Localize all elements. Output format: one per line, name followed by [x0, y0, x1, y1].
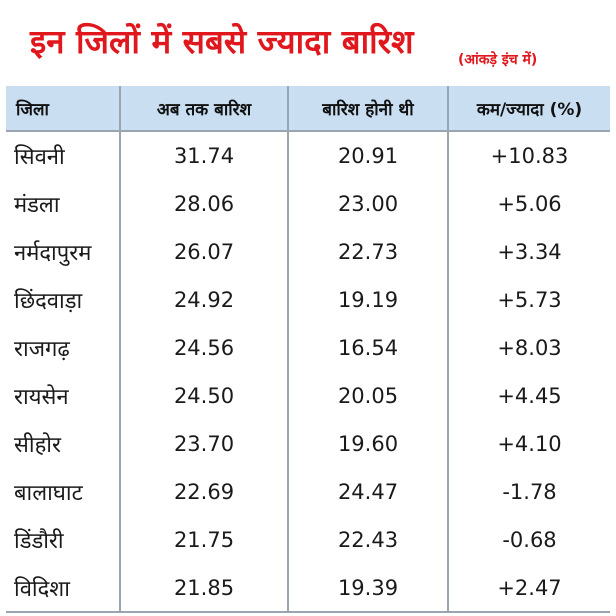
difference-cell: +5.73: [497, 287, 562, 312]
table-row: रायसेन 24.50 20.05 +4.45: [6, 371, 610, 420]
rain-so-far-cell: 22.69: [120, 467, 289, 516]
table-row: नर्मदापुरम 26.07 22.73 +3.34: [6, 228, 610, 276]
table-row: छिंदवाड़ा 24.92 19.19 +5.73: [6, 275, 610, 324]
rain-expected-cell: 19.39: [288, 563, 449, 612]
table-row: डिंडौरी 21.75 22.43 -0.68: [6, 515, 610, 564]
table-row: राजगढ़ 24.56 16.54 +8.03: [6, 323, 610, 372]
units-note: (आंकड़े इंच में): [458, 52, 538, 68]
rain-so-far-cell: 21.75: [120, 515, 289, 564]
rainfall-table: जिला अब तक बारिश बारिश होनी थी कम/ज्यादा…: [6, 86, 610, 612]
district-cell: सीहोर: [6, 419, 121, 468]
rain-expected-cell: 20.91: [288, 131, 449, 181]
difference-cell: -0.68: [502, 527, 557, 552]
rain-so-far-cell: 21.85: [120, 563, 289, 612]
difference-cell: +4.45: [497, 383, 562, 408]
difference-cell: +8.03: [497, 335, 562, 360]
rain-so-far-cell: 23.70: [120, 419, 289, 468]
table-body: सिवनी 31.74 20.91 +10.83 मंडला 28.06 23.…: [6, 131, 610, 612]
rain-so-far-cell: 28.06: [120, 180, 289, 228]
district-cell: छिंदवाड़ा: [6, 275, 121, 324]
table-row: विदिशा 21.85 19.39 +2.47: [6, 563, 610, 612]
district-cell: रायसेन: [6, 371, 121, 420]
table-row: बालाघाट 22.69 24.47 -1.78: [6, 467, 610, 516]
rain-expected-cell: 22.73: [288, 228, 449, 276]
table-bottom-border: [6, 611, 610, 613]
district-cell: राजगढ़: [6, 323, 121, 372]
title-row: इन जिलों में सबसे ज्यादा बारिश (आंकड़े इ…: [0, 0, 616, 84]
rain-expected-cell: 22.43: [288, 515, 449, 564]
district-cell: बालाघाट: [6, 467, 121, 516]
district-cell: डिंडौरी: [6, 515, 121, 564]
difference-cell: +4.10: [497, 431, 562, 456]
rain-expected-cell: 16.54: [288, 323, 449, 372]
rain-expected-cell: 20.05: [288, 371, 449, 420]
rain-so-far-cell: 24.92: [120, 275, 289, 324]
header-difference: कम/ज्यादा (%): [448, 86, 610, 132]
header-rain-expected: बारिश होनी थी: [288, 86, 449, 132]
difference-cell: +5.06: [497, 192, 562, 216]
difference-cell: +3.34: [497, 239, 562, 264]
rain-expected-cell: 19.60: [288, 419, 449, 468]
header-district: जिला: [6, 86, 121, 132]
district-cell: नर्मदापुरम: [6, 228, 121, 276]
table-header-row: जिला अब तक बारिश बारिश होनी थी कम/ज्यादा…: [6, 86, 610, 132]
rain-so-far-cell: 31.74: [120, 131, 289, 181]
rain-so-far-cell: 26.07: [120, 228, 289, 276]
rain-expected-cell: 23.00: [288, 180, 449, 228]
rain-so-far-cell: 24.50: [120, 371, 289, 420]
district-cell: सिवनी: [6, 131, 121, 181]
rain-expected-cell: 24.47: [288, 467, 449, 516]
rain-so-far-cell: 24.56: [120, 323, 289, 372]
district-cell: विदिशा: [6, 563, 121, 612]
district-cell: मंडला: [6, 180, 121, 228]
difference-cell: -1.78: [502, 479, 557, 504]
table-row: सिवनी 31.74 20.91 +10.83: [6, 131, 610, 181]
difference-cell: +10.83: [490, 144, 569, 168]
table-row: मंडला 28.06 23.00 +5.06: [6, 180, 610, 228]
header-rain-so-far: अब तक बारिश: [120, 86, 289, 132]
page-title: इन जिलों में सबसे ज्यादा बारिश: [30, 22, 414, 61]
table-row: सीहोर 23.70 19.60 +4.10: [6, 419, 610, 468]
rain-expected-cell: 19.19: [288, 275, 449, 324]
difference-cell: +2.47: [497, 575, 562, 600]
